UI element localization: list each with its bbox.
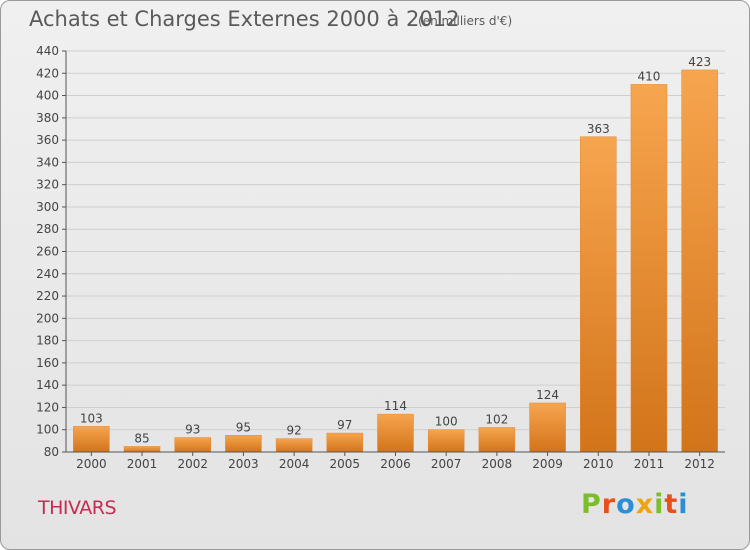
bar — [681, 69, 718, 453]
y-tick-label: 300 — [36, 200, 59, 214]
y-tick-label: 260 — [36, 245, 59, 259]
bar-value-label: 114 — [384, 399, 407, 413]
logo-letter: i — [678, 489, 689, 520]
chart-subtitle: (en milliers d'€) — [418, 14, 513, 28]
bar — [225, 435, 262, 453]
y-tick-label: 320 — [36, 178, 59, 192]
bar-value-label: 410 — [638, 69, 661, 83]
x-tick-label: 2002 — [177, 457, 208, 471]
bar — [123, 446, 161, 453]
bar-value-label: 423 — [688, 55, 711, 69]
bar — [275, 438, 313, 453]
y-tick-label: 280 — [36, 222, 59, 236]
logo-letter: o — [616, 489, 636, 520]
bar — [529, 402, 566, 453]
labels: 80 100 120 140 160 180 200 220 240 260 280 300 320 34… — [36, 44, 715, 471]
y-tick-label: 240 — [36, 267, 59, 281]
x-tick-label: 2011 — [634, 457, 665, 471]
grid-lines — [66, 50, 725, 431]
bar — [377, 413, 414, 453]
logo-letter: P — [581, 489, 602, 520]
bar-value-label: 102 — [485, 412, 508, 426]
logo-letter: t — [664, 489, 679, 520]
y-tick-label: 360 — [36, 133, 59, 147]
bar-value-label: 100 — [435, 415, 458, 429]
x-tick-label: 2012 — [684, 457, 715, 471]
bar — [427, 429, 465, 453]
bar-value-label: 92 — [286, 424, 301, 438]
y-tick-label: 180 — [36, 334, 59, 348]
bar — [174, 437, 211, 453]
bar-value-label: 124 — [536, 388, 559, 402]
y-tick-label: 140 — [36, 378, 59, 392]
logo-letter: i — [654, 489, 665, 520]
x-tick-label: 2010 — [583, 457, 614, 471]
bar-value-label: 97 — [337, 418, 352, 432]
bar-value-label: 363 — [587, 122, 610, 136]
y-tick-label: 80 — [44, 445, 59, 459]
logo-letter: x — [635, 489, 655, 520]
x-tick-label: 2000 — [76, 457, 107, 471]
x-tick-label: 2006 — [380, 457, 411, 471]
place-name: THIVARS — [38, 497, 117, 519]
x-tick-label: 2004 — [279, 457, 310, 471]
bar — [630, 84, 668, 453]
bar — [478, 427, 516, 453]
y-tick-label: 400 — [36, 89, 59, 103]
y-tick-label: 420 — [36, 66, 59, 80]
x-tick-label: 2003 — [228, 457, 259, 471]
bars — [73, 69, 718, 453]
logo-letter: r — [601, 489, 617, 520]
y-tick-label: 200 — [36, 311, 59, 325]
bar — [326, 432, 364, 453]
bar-value-label: 95 — [236, 420, 251, 434]
bar — [580, 136, 617, 453]
bar — [73, 426, 110, 453]
x-tick-label: 2001 — [127, 457, 158, 471]
x-tick-label: 2008 — [482, 457, 513, 471]
axes — [62, 50, 725, 456]
y-tick-label: 380 — [36, 111, 59, 125]
y-tick-label: 220 — [36, 289, 59, 303]
proxiti-logo: Proxiti — [581, 489, 689, 520]
bar-value-label: 103 — [80, 411, 103, 425]
x-tick-label: 2007 — [431, 457, 462, 471]
bar-value-label: 93 — [185, 423, 200, 437]
x-tick-label: 2009 — [532, 457, 563, 471]
y-tick-label: 440 — [36, 44, 59, 58]
y-tick-label: 100 — [36, 423, 59, 437]
chart-title: Achats et Charges Externes 2000 à 2012 — [29, 7, 460, 31]
y-tick-label: 340 — [36, 155, 59, 169]
y-tick-label: 160 — [36, 356, 59, 370]
bar-value-label: 85 — [134, 431, 149, 445]
x-tick-label: 2005 — [330, 457, 361, 471]
y-tick-label: 120 — [36, 400, 59, 414]
